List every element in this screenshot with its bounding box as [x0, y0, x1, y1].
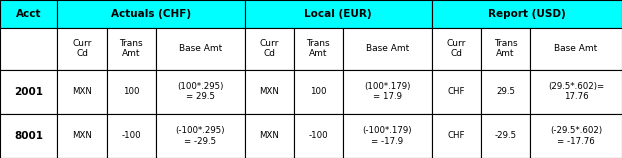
Text: (100*.179)
= 17.9: (100*.179) = 17.9: [364, 82, 411, 101]
Text: Trans
Amt: Trans Amt: [119, 39, 143, 58]
Text: (-100*.295)
= -29.5: (-100*.295) = -29.5: [175, 126, 225, 146]
Text: 8001: 8001: [14, 131, 44, 141]
Bar: [343, 114, 432, 158]
Text: 100: 100: [123, 87, 139, 96]
Bar: [432, 0, 622, 28]
Bar: [106, 114, 156, 158]
Text: MXN: MXN: [259, 131, 279, 140]
Bar: [432, 70, 481, 114]
Bar: [57, 28, 106, 70]
Text: Curr
Cd: Curr Cd: [259, 39, 279, 58]
Bar: [106, 28, 156, 70]
Text: 29.5: 29.5: [496, 87, 515, 96]
Bar: [0, 114, 57, 158]
Text: MXN: MXN: [72, 131, 92, 140]
Bar: [156, 70, 244, 114]
Bar: [106, 70, 156, 114]
Text: Acct: Acct: [16, 9, 42, 19]
Text: Curr
Cd: Curr Cd: [447, 39, 466, 58]
Bar: [432, 28, 481, 70]
Text: CHF: CHF: [448, 87, 465, 96]
Text: Trans
Amt: Trans Amt: [307, 39, 330, 58]
Bar: [0, 70, 57, 114]
Bar: [57, 70, 106, 114]
Bar: [343, 70, 432, 114]
Bar: [0, 0, 57, 28]
Bar: [294, 114, 343, 158]
Text: -29.5: -29.5: [494, 131, 516, 140]
Bar: [0, 28, 57, 70]
Text: MXN: MXN: [259, 87, 279, 96]
Bar: [530, 70, 622, 114]
Bar: [57, 114, 106, 158]
Bar: [244, 114, 294, 158]
Bar: [530, 114, 622, 158]
Text: CHF: CHF: [448, 131, 465, 140]
Bar: [156, 28, 244, 70]
Text: -100: -100: [121, 131, 141, 140]
Text: MXN: MXN: [72, 87, 92, 96]
Bar: [244, 28, 294, 70]
Text: Report (USD): Report (USD): [488, 9, 566, 19]
Text: (-29.5*.602)
= -17.76: (-29.5*.602) = -17.76: [550, 126, 602, 146]
Bar: [156, 114, 244, 158]
Text: (-100*.179)
= -17.9: (-100*.179) = -17.9: [363, 126, 412, 146]
Bar: [481, 114, 530, 158]
Bar: [343, 28, 432, 70]
Bar: [530, 28, 622, 70]
Bar: [294, 28, 343, 70]
Text: Curr
Cd: Curr Cd: [72, 39, 92, 58]
Bar: [244, 0, 432, 28]
Bar: [481, 70, 530, 114]
Bar: [294, 70, 343, 114]
Text: Base Amt: Base Amt: [366, 44, 409, 53]
Bar: [481, 28, 530, 70]
Text: (29.5*.602)=
17.76: (29.5*.602)= 17.76: [548, 82, 604, 101]
Text: Base Amt: Base Amt: [179, 44, 222, 53]
Text: Trans
Amt: Trans Amt: [494, 39, 518, 58]
Text: 100: 100: [310, 87, 327, 96]
Text: -100: -100: [309, 131, 328, 140]
Text: Local (EUR): Local (EUR): [304, 9, 372, 19]
Bar: [244, 70, 294, 114]
Bar: [432, 114, 481, 158]
Text: (100*.295)
= 29.5: (100*.295) = 29.5: [177, 82, 223, 101]
Text: Base Amt: Base Amt: [554, 44, 598, 53]
Text: 2001: 2001: [14, 87, 44, 97]
Text: Actuals (CHF): Actuals (CHF): [111, 9, 191, 19]
Bar: [57, 0, 244, 28]
